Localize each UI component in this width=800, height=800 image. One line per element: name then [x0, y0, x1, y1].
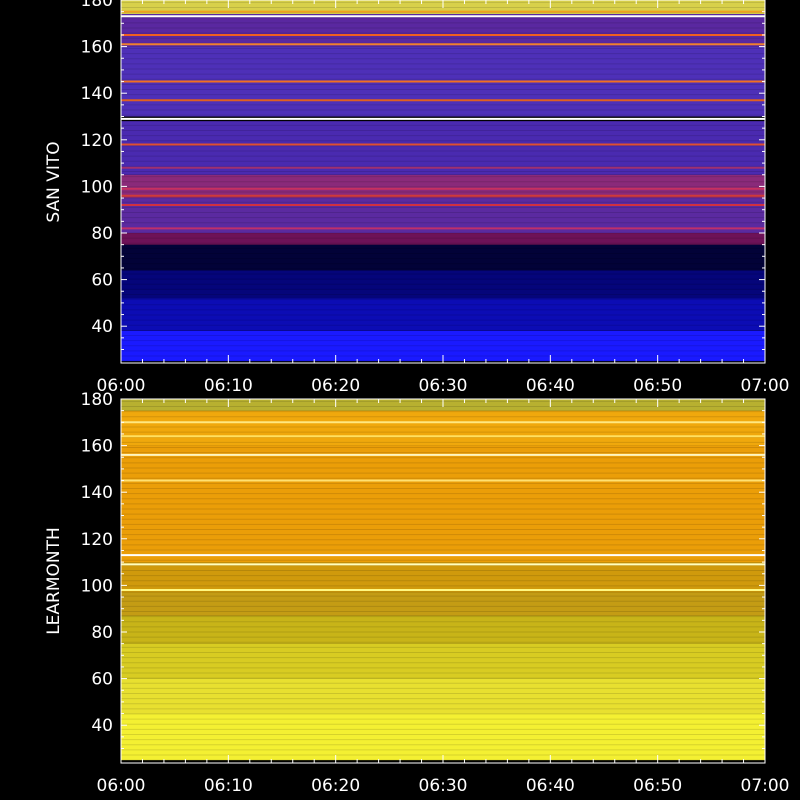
- y-tick-label: 160: [81, 437, 113, 457]
- heatmap-band: [121, 410, 765, 446]
- x-tick-label: 07:00: [741, 376, 790, 396]
- san-vito-panel: 40 60 80 100 120 140 160 180 06:00 06:10 06:20 06:3…: [44, 0, 790, 396]
- y-tick-label: 100: [81, 177, 113, 197]
- heatmap-band: [121, 298, 765, 331]
- learmonth-panel: 40 60 80 100 120 140 160 180 06:00 06:10 06:20 06:3…: [44, 390, 790, 796]
- x-tick-label: 06:20: [311, 376, 360, 396]
- x-tick-label: 06:00: [97, 376, 146, 396]
- y-tick-label: 40: [91, 317, 113, 337]
- y-tick-label: 100: [81, 576, 113, 596]
- x-tick-label: 06:50: [633, 776, 682, 796]
- x-tick-label: 06:50: [633, 376, 682, 396]
- heatmap-image: [121, 0, 765, 363]
- y-tick-label: 140: [81, 84, 113, 104]
- x-tick-label: 06:00: [97, 776, 146, 796]
- heatmap-band: [121, 713, 765, 761]
- y-tick-label: 60: [91, 670, 113, 690]
- x-tick-label: 07:00: [741, 776, 790, 796]
- heatmap-band: [121, 121, 765, 175]
- y-tick-label: 120: [81, 530, 113, 550]
- y-tick-label: 180: [81, 0, 113, 11]
- y-tick-label: 120: [81, 131, 113, 151]
- heatmap-image: [121, 399, 765, 763]
- heatmap-band: [121, 615, 765, 644]
- y-tick-label: 140: [81, 483, 113, 503]
- y-tick-label: 160: [81, 38, 113, 58]
- heatmap-band: [121, 562, 765, 593]
- x-tick-label: 06:40: [526, 776, 575, 796]
- y-axis-label: LEARMONTH: [44, 527, 64, 635]
- y-tick-label: 40: [91, 716, 113, 736]
- y-tick-label: 60: [91, 271, 113, 291]
- heatmap-band: [121, 592, 765, 616]
- heatmap-band: [121, 244, 765, 271]
- heatmap-band: [121, 13, 765, 47]
- heatmap-band: [121, 270, 765, 299]
- x-tick-label: 06:30: [419, 776, 468, 796]
- heatmap-band: [121, 643, 765, 679]
- heatmap-band: [121, 174, 765, 199]
- y-tick-label: 80: [91, 224, 113, 244]
- x-tick-label: 06:20: [311, 776, 360, 796]
- heatmap-band: [121, 678, 765, 714]
- y-axis-label: SAN VITO: [44, 141, 64, 222]
- x-tick-label: 06:10: [204, 376, 253, 396]
- heatmap-band: [121, 198, 765, 233]
- y-tick-label: 80: [91, 623, 113, 643]
- heatmap-band: [121, 233, 765, 245]
- x-tick-label: 06:40: [526, 376, 575, 396]
- x-tick-label: 06:30: [419, 376, 468, 396]
- x-tick-label: 06:10: [204, 776, 253, 796]
- heatmap-band: [121, 445, 765, 563]
- y-tick-label: 180: [81, 390, 113, 410]
